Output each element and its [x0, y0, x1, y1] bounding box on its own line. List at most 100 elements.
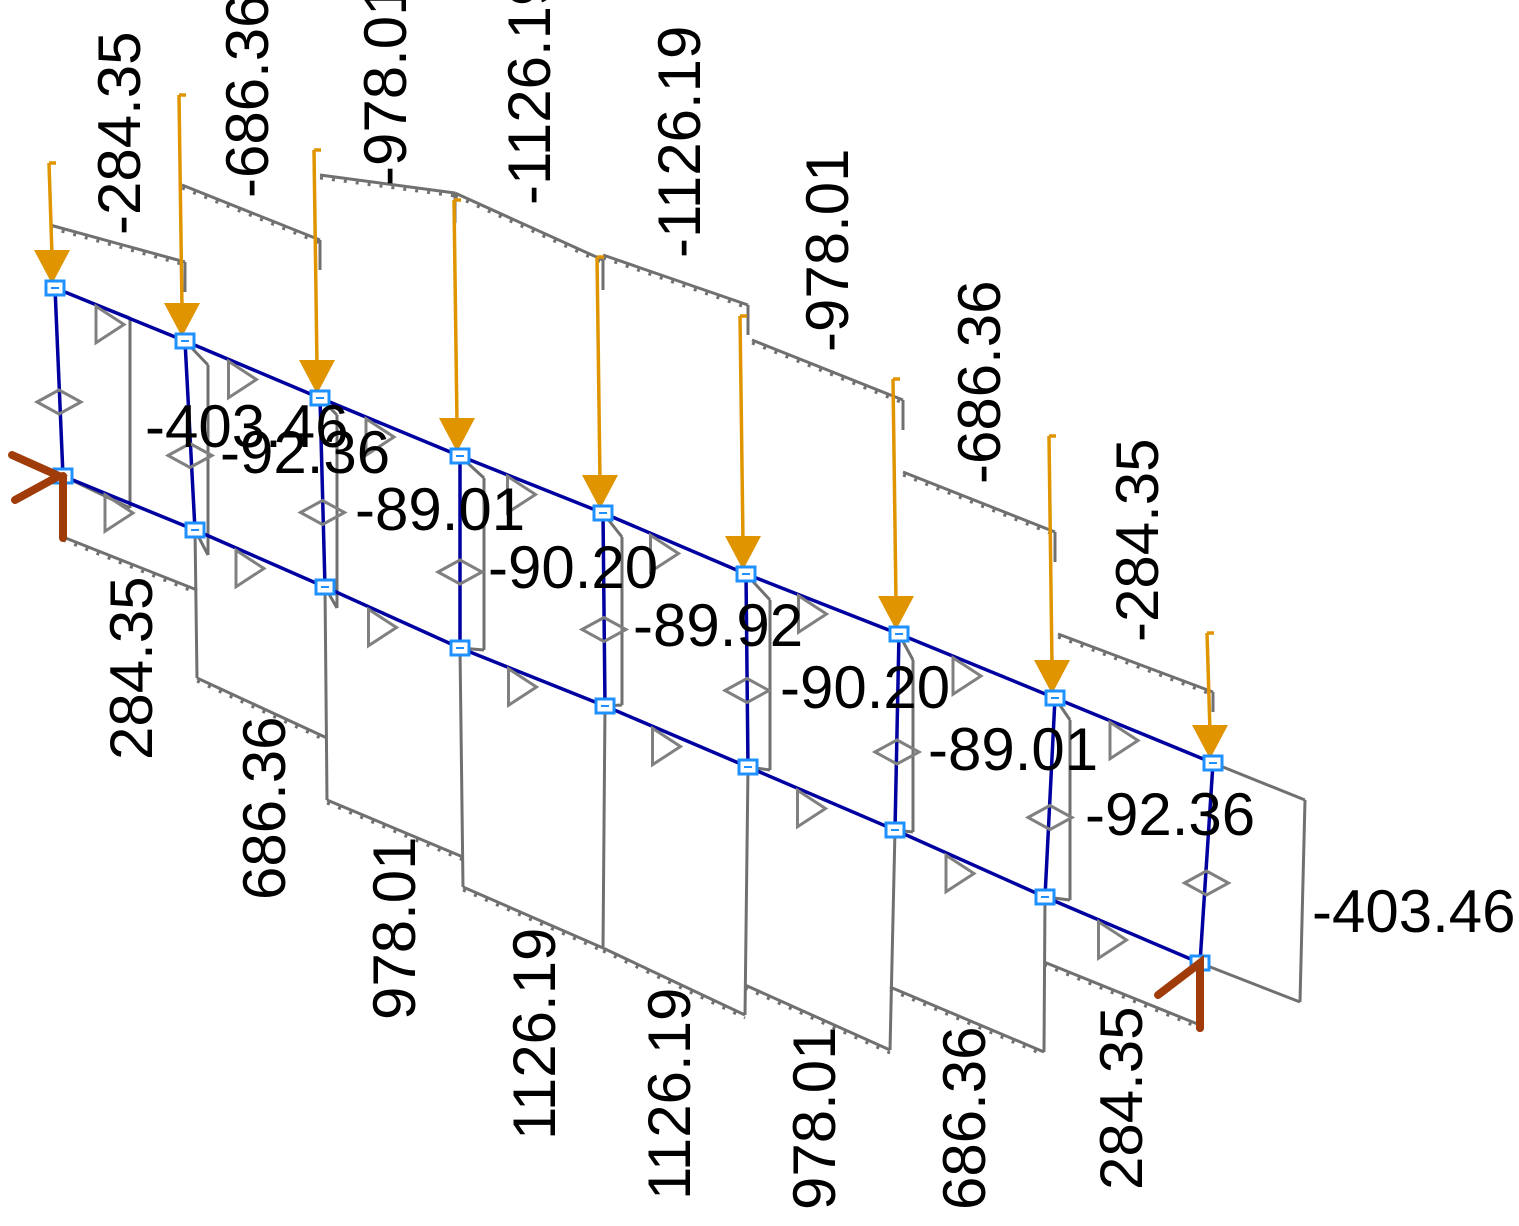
load-arrow-shaft: [738, 315, 745, 543]
vertical-force-label: -89.92: [633, 592, 803, 659]
bottom-chord-force-line: [1043, 960, 1201, 1027]
top-chord-force-line: [454, 191, 604, 262]
vertical-force-link: [1212, 761, 1306, 802]
load-arrow-shaft: [1205, 632, 1212, 732]
vertical-force-label: -90.20: [780, 654, 950, 721]
top-chord-force-label: -284.35: [86, 32, 153, 236]
bottom-chord-force-line: [602, 946, 746, 1017]
bottom-chord-force-label: 978.01: [781, 1026, 848, 1210]
vertical-member: [601, 512, 607, 707]
member-symbol-icon: [234, 547, 267, 590]
top-chord-force-ticks: [1057, 635, 1214, 697]
load-arrow-icon: [1192, 725, 1228, 759]
top-chord-force-line: [49, 223, 186, 264]
member-symbol-icon: [1024, 803, 1076, 832]
load-arrow-shaft: [312, 149, 319, 367]
load-arrow-icon: [582, 475, 618, 509]
member-symbol-icon: [367, 606, 400, 649]
member-symbol-icon: [164, 441, 216, 470]
bottom-chord-force-line: [62, 535, 198, 592]
load-arrow-shaft: [452, 199, 459, 425]
top-chord-force-label: -978.01: [352, 0, 419, 186]
bottom-chord-force-connector: [601, 705, 607, 949]
bottom-chord-force-connector: [888, 829, 897, 1051]
pin-support-icon: [1154, 954, 1204, 1032]
vertical-member: [53, 287, 65, 477]
member-symbol-icon: [578, 615, 630, 644]
load-arrow-icon: [1034, 660, 1070, 694]
bottom-chord-force-line: [196, 676, 328, 740]
member-symbol-icon: [1108, 719, 1141, 762]
load-arrow-shaft: [595, 256, 602, 482]
bottom-chord-force-ticks: [1043, 963, 1201, 1030]
bottom-chord-force-ticks: [62, 538, 198, 595]
load-arrow-shaft: [47, 162, 54, 257]
bottom-chord-force-line: [326, 798, 464, 859]
bottom-chord-force-label: 978.01: [361, 836, 428, 1020]
bottom-chord-force-line: [744, 983, 891, 1052]
bottom-chord-force-label: 686.36: [231, 716, 298, 900]
force-labels: -284.35 -686.36 -978.01 -1126.19 -1126.19 -97…: [86, 0, 1516, 1210]
top-chord-force-label: -978.01: [794, 149, 861, 353]
vertical-member: [744, 573, 750, 768]
member-symbols: [33, 303, 1232, 961]
member-symbol-icon: [1097, 919, 1130, 961]
bottom-chord-force-label: 1126.19: [636, 988, 703, 1200]
top-chord-force-line: [902, 470, 1056, 534]
vertical-member: [1043, 697, 1057, 898]
vertical-force-label: -92.36: [220, 419, 390, 486]
bottom-chord-force-line: [889, 985, 1045, 1054]
member-symbol-icon: [796, 787, 829, 830]
member-symbol-icon: [944, 852, 977, 895]
member-symbol-icon: [506, 473, 539, 516]
member-symbol-icon: [434, 558, 486, 586]
top-chord-force-label: -1126.19: [646, 26, 713, 258]
top-chord-force-label: -686.36: [214, 0, 281, 198]
member-symbol-icon: [1181, 869, 1232, 897]
top-chord-force-label: -284.35: [1104, 439, 1171, 643]
bottom-chord-force-connector: [743, 766, 750, 1016]
load-arrow-shaft: [891, 378, 898, 603]
vertical-force-label: -403.46: [145, 393, 349, 460]
top-chord-force-label: -686.36: [946, 281, 1013, 485]
pin-support-icon: [8, 451, 69, 542]
top-chord-force-ticks: [602, 256, 749, 310]
load-arrow-icon: [299, 360, 335, 394]
vertical-force-label: -403.46: [1312, 878, 1516, 945]
top-chord-force-line: [319, 173, 456, 195]
bottom-chord-force-connector: [323, 586, 329, 801]
vertical-force-line: [1298, 799, 1307, 1003]
top-chord-force-line: [602, 253, 749, 307]
bottom-chord-force-ticks: [602, 949, 746, 1020]
bottom-chord-force-connector: [458, 647, 465, 888]
vertical-force-label: -89.01: [355, 476, 525, 543]
member-symbol-icon: [103, 492, 136, 534]
load-arrow-icon: [725, 536, 761, 570]
bottom-chord-force-label: 284.35: [98, 576, 165, 760]
load-arrows: [34, 93, 1228, 759]
member-symbol-icon: [871, 738, 923, 766]
bottom-chord-force-ticks: [326, 801, 464, 862]
vertical-member: [893, 633, 901, 831]
bottom-chord-force-label: 1126.19: [501, 928, 568, 1140]
member-symbol-icon: [297, 498, 348, 527]
top-chord-force-ticks: [181, 186, 321, 245]
bottom-chord-force-label: 686.36: [931, 1026, 998, 1210]
vertical-member: [183, 340, 197, 531]
vertical-force-label: -89.01: [928, 716, 1098, 783]
top-chord-force-line: [1057, 632, 1214, 694]
bottom-chord-force-connector: [193, 529, 199, 679]
member-symbol-icon: [797, 593, 830, 635]
member-symbol-icon: [364, 416, 397, 458]
member-symbol-icon: [651, 725, 684, 768]
load-arrow-shaft: [1047, 435, 1054, 667]
top-chord-force-ticks: [454, 194, 604, 265]
vertical-member: [318, 397, 327, 588]
member-symbol-icon: [33, 388, 85, 416]
vertical-force-label: -90.20: [488, 534, 658, 601]
load-arrow-shaft: [177, 94, 184, 310]
load-arrow-icon: [878, 596, 914, 630]
bottom-chord-force-ticks: [462, 888, 604, 953]
load-arrow-icon: [34, 250, 70, 284]
